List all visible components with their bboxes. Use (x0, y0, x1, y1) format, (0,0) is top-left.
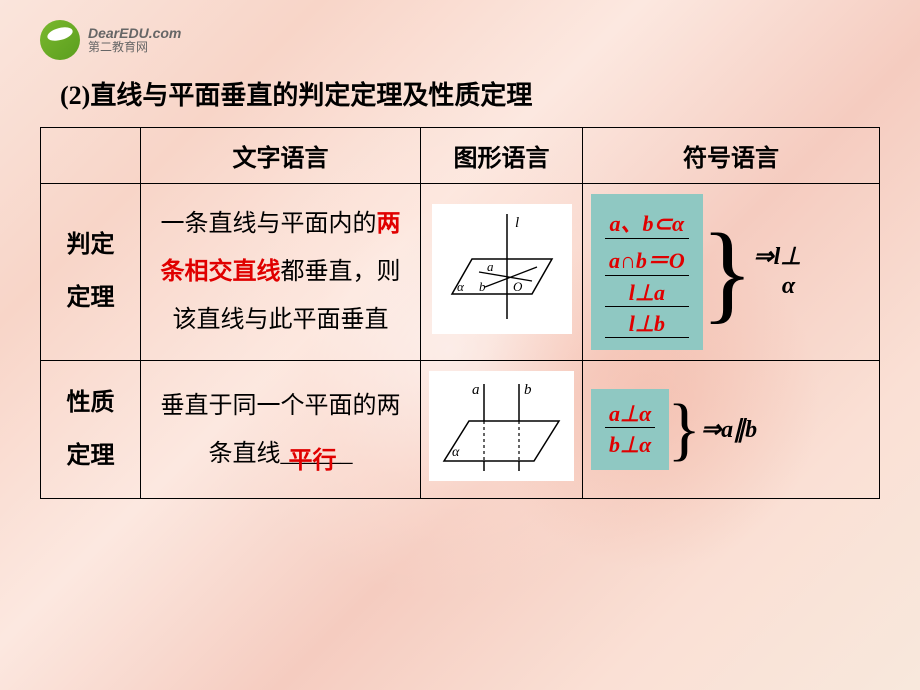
logo-icon (40, 20, 80, 60)
row2-sym1: a⊥α (605, 401, 655, 428)
row1-sym3: l⊥a (605, 280, 689, 307)
row1-sym1: a、b⊂α (605, 206, 689, 239)
theorem-table: 文字语言 图形语言 符号语言 判定 定理 一条直线与平面内的两条相交直线都垂直，… (40, 127, 880, 499)
row1-symbols: a、b⊂α a∩b＝O l⊥a l⊥b } ⇒l⊥ α (583, 184, 880, 361)
brace-icon: } (667, 409, 701, 451)
row2-text-red: 平行 (289, 437, 337, 485)
row1-text: 一条直线与平面内的两条相交直线都垂直，则该直线与此平面垂直 (141, 184, 421, 361)
header-symbol-lang: 符号语言 (583, 128, 880, 184)
logo: DearEDU.com 第二教育网 (40, 20, 880, 60)
brace-icon: } (701, 239, 754, 305)
row1-diagram: l a b O α (421, 184, 583, 361)
row2-symbols: a⊥α b⊥α } ⇒a∥b (583, 361, 880, 499)
row1-label: 判定 定理 (41, 184, 141, 361)
svg-text:l: l (515, 215, 519, 231)
header-blank (41, 128, 141, 184)
row1-implies-bot: α (754, 272, 802, 301)
svg-text:O: O (513, 279, 523, 294)
header-graphic-lang: 图形语言 (421, 128, 583, 184)
svg-text:b: b (479, 279, 486, 294)
header-text-lang: 文字语言 (141, 128, 421, 184)
judgement-diagram-svg: l a b O α (437, 209, 567, 329)
row2-implies: ⇒a∥b (701, 415, 757, 444)
svg-text:α: α (452, 445, 460, 460)
svg-text:α: α (457, 279, 465, 294)
svg-text:a: a (472, 382, 480, 398)
row1-sym2: a∩b＝O (605, 243, 689, 276)
logo-url: DearEDU.com (88, 26, 181, 41)
row2-sym-box: a⊥α b⊥α (591, 389, 669, 470)
row1-sym4: l⊥b (605, 311, 689, 338)
row2-label: 性质 定理 (41, 361, 141, 499)
row2-diagram: a b α (421, 361, 583, 499)
page-title: (2)直线与平面垂直的判定定理及性质定理 (60, 75, 880, 112)
svg-text:a: a (487, 259, 494, 274)
property-diagram-svg: a b α (434, 376, 569, 476)
row1-implies-top: ⇒l⊥ (754, 243, 802, 272)
row2-text: 垂直于同一个平面的两条直线______平行 (141, 361, 421, 499)
logo-cn: 第二教育网 (88, 41, 181, 54)
row1-text-pre: 一条直线与平面内的 (161, 211, 377, 237)
row1-sym-box: a、b⊂α a∩b＝O l⊥a l⊥b (591, 194, 703, 350)
row2-sym2: b⊥α (605, 432, 655, 458)
svg-text:b: b (524, 382, 532, 398)
